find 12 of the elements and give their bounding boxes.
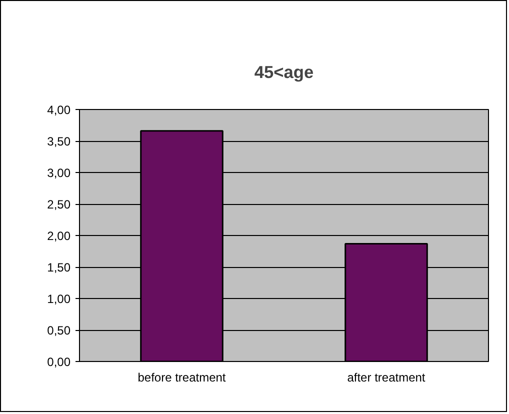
y-tick-label: 3,50 [47,134,71,148]
chart-title: 45<age [254,62,314,82]
y-tick-label: 0,00 [47,355,71,369]
x-tick-label: before treatment [138,370,226,384]
y-tick-label: 2,00 [47,229,71,243]
y-tick-label: 2,50 [47,198,71,212]
x-tick-label: after treatment [347,370,426,384]
y-tick-label: 0,50 [47,324,71,338]
y-tick-label: 1,00 [47,292,71,306]
y-tick-label: 3,00 [47,166,71,180]
y-tick-label: 4,00 [47,103,71,117]
y-tick-label: 1,50 [47,260,71,274]
